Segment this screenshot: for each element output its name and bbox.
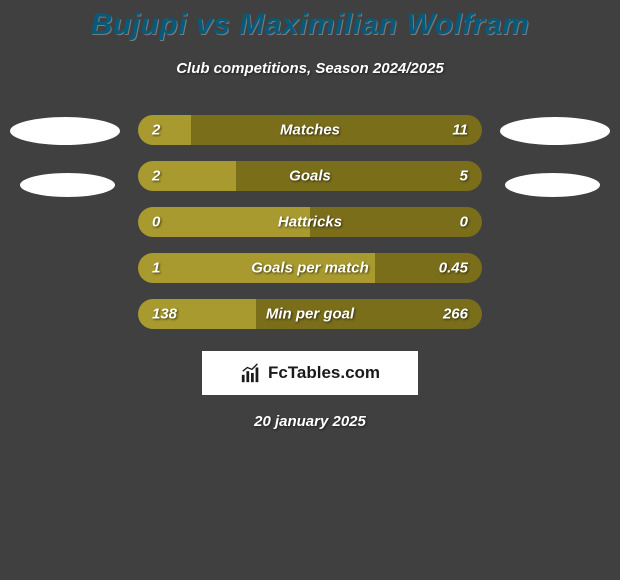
ellipse-decor — [20, 173, 115, 197]
stat-label: Min per goal — [266, 306, 354, 323]
left-ellipses — [10, 115, 120, 197]
ellipse-decor — [500, 117, 610, 145]
stat-row-min-per-goal: 138 Min per goal 266 — [138, 299, 482, 329]
page-title: Bujupi vs Maximilian Wolfram — [0, 8, 620, 42]
comparison-card: Bujupi vs Maximilian Wolfram Club compet… — [0, 0, 620, 430]
stat-right-value: 5 — [460, 168, 468, 185]
ellipse-decor — [10, 117, 120, 145]
chart-icon — [240, 362, 262, 384]
branding-badge: FcTables.com — [202, 351, 418, 395]
bar-right — [236, 161, 482, 191]
bar-left — [138, 115, 191, 145]
stat-label: Hattricks — [278, 214, 342, 231]
stat-left-value: 2 — [152, 168, 160, 185]
right-ellipses — [500, 115, 610, 197]
branding-text: FcTables.com — [268, 363, 380, 383]
stat-label: Goals per match — [251, 260, 369, 277]
subtitle: Club competitions, Season 2024/2025 — [0, 60, 620, 77]
stat-left-value: 138 — [152, 306, 177, 323]
stat-row-goals-per-match: 1 Goals per match 0.45 — [138, 253, 482, 283]
stat-bars: 2 Matches 11 2 Goals 5 0 Hattricks 0 — [138, 115, 482, 329]
stat-right-value: 11 — [452, 122, 468, 139]
stat-row-goals: 2 Goals 5 — [138, 161, 482, 191]
stat-label: Goals — [289, 168, 331, 185]
stat-right-value: 0.45 — [439, 260, 468, 277]
ellipse-decor — [505, 173, 600, 197]
stat-left-value: 2 — [152, 122, 160, 139]
stat-left-value: 1 — [152, 260, 160, 277]
stat-label: Matches — [280, 122, 340, 139]
date-label: 20 january 2025 — [0, 413, 620, 430]
stat-row-hattricks: 0 Hattricks 0 — [138, 207, 482, 237]
stat-right-value: 0 — [460, 214, 468, 231]
stat-row-matches: 2 Matches 11 — [138, 115, 482, 145]
stat-right-value: 266 — [443, 306, 468, 323]
stats-area: 2 Matches 11 2 Goals 5 0 Hattricks 0 — [0, 115, 620, 329]
stat-left-value: 0 — [152, 214, 160, 231]
